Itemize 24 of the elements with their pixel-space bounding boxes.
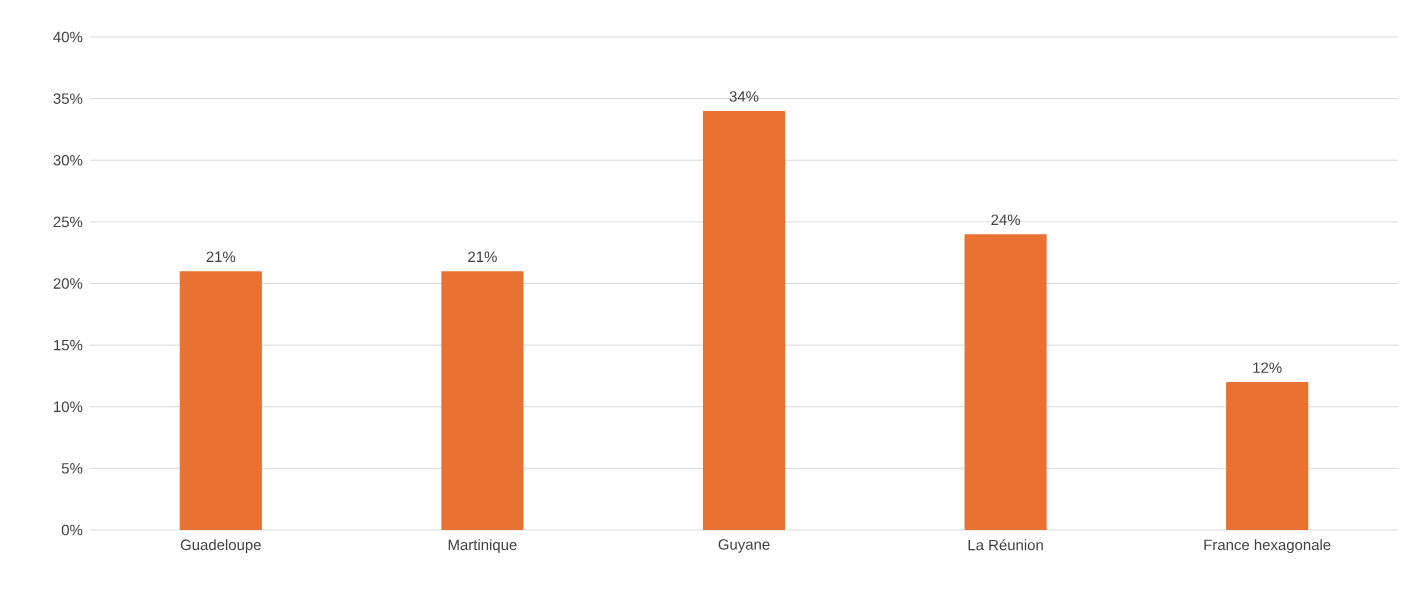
y-tick-label: 30%	[53, 154, 83, 166]
x-tick-label: Guyane	[718, 539, 770, 553]
data-label: 24%	[991, 214, 1021, 226]
y-tick-label: 35%	[53, 93, 83, 104]
y-tick-label: 25%	[53, 216, 83, 228]
x-tick-label: Guadeloupe	[180, 539, 261, 554]
data-label: 21%	[468, 251, 497, 262]
data-label: 21%	[206, 251, 236, 262]
y-tick-label: 15%	[54, 339, 83, 351]
y-tick-label: 5%	[61, 463, 83, 474]
x-tick-label: France hexagonale	[1204, 539, 1331, 554]
y-tick-label: 10%	[54, 401, 83, 413]
data-label: 34%	[729, 91, 759, 102]
data-label: 12%	[1253, 362, 1282, 373]
bar	[702, 110, 786, 530]
bar	[964, 234, 1047, 530]
x-tick-label: Martinique	[448, 539, 517, 554]
bar	[179, 271, 262, 530]
x-tick-label: La Réunion	[968, 539, 1043, 551]
bar	[441, 271, 524, 530]
y-tick-label: 40%	[53, 31, 83, 43]
y-tick-label: 0%	[61, 524, 83, 536]
bar	[1226, 382, 1309, 530]
y-tick-label: 20%	[53, 278, 83, 289]
